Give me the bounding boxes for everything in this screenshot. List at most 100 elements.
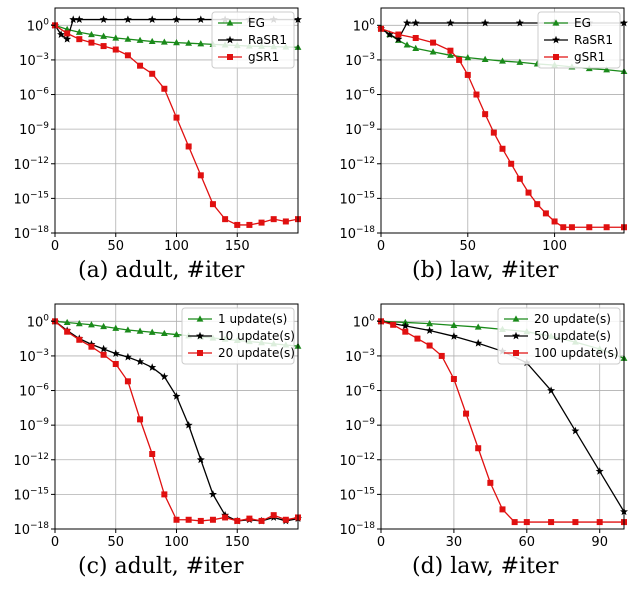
data-point (123, 15, 132, 23)
data-point (258, 219, 265, 226)
data-point (450, 376, 457, 382)
legend-entry: 20 update(s) (504, 312, 611, 326)
data-point (99, 15, 108, 23)
data-point (534, 201, 541, 208)
data-point (508, 160, 515, 167)
legend-marker (226, 19, 234, 26)
data-point (137, 62, 144, 69)
data-point (464, 71, 471, 78)
data-point (282, 218, 289, 225)
legend-entry: EG (218, 16, 265, 30)
data-point (208, 490, 217, 498)
legend-label: 20 update(s) (218, 346, 295, 360)
data-point (173, 330, 180, 338)
data-point (258, 517, 265, 524)
x-tick-label: 0 (377, 535, 385, 550)
legend-marker (227, 54, 233, 60)
data-point (148, 15, 157, 23)
legend-marker (197, 350, 203, 356)
legend: EG RaSR1 gSR1 (537, 11, 621, 69)
data-point (124, 326, 132, 333)
data-point (270, 512, 277, 519)
legend-entry: EG (544, 16, 591, 30)
data-point (88, 30, 95, 38)
data-point (222, 216, 229, 223)
data-point (282, 516, 289, 523)
y-tick-label: 10−6 (345, 87, 375, 104)
data-point (463, 410, 470, 417)
data-point (100, 43, 107, 50)
y-tick-label: 10−15 (13, 190, 49, 207)
data-point (390, 321, 397, 328)
data-point (395, 31, 402, 38)
y-tick-label: 10−18 (339, 225, 375, 242)
y-tick-label: 10−18 (13, 521, 49, 538)
legend-label: 10 update(s) (218, 329, 295, 343)
data-point (196, 15, 205, 23)
legend-entry: gSR1 (218, 50, 279, 64)
y-tick-label: 10−6 (19, 383, 49, 400)
data-point (209, 516, 216, 523)
data-point (426, 342, 433, 349)
data-point (438, 352, 445, 359)
legend-label: RaSR1 (248, 33, 287, 47)
data-point (184, 420, 193, 429)
y-tick-label: 10−12 (339, 452, 375, 469)
y-tick-label: 10−15 (339, 486, 375, 503)
panel-c: 0 50 100 150 100 10−3 10−6 10−9 10−12 10−15 10−18 1… (13, 303, 302, 550)
y-tick-label: 10−12 (13, 156, 49, 173)
data-point (63, 34, 72, 43)
legend-marker (196, 315, 204, 322)
y-tick-label: 10−3 (19, 52, 49, 69)
legend-label: 100 update(s) (534, 346, 619, 360)
data-point (161, 85, 168, 92)
legend-marker (553, 54, 559, 60)
legend: 20 update(s) 50 update(s) 100 update(s) (497, 307, 621, 365)
data-point (136, 327, 144, 334)
data-point (403, 41, 411, 48)
data-point (572, 519, 579, 526)
legend: EG RaSR1 gSR1 (211, 11, 295, 69)
x-tick-label: 100 (542, 239, 567, 254)
legend-label: 50 update(s) (534, 329, 611, 343)
y-tick-label: 100 (353, 313, 376, 330)
y-tick-label: 10−6 (19, 87, 49, 104)
data-point (185, 39, 193, 46)
data-point (123, 352, 132, 361)
x-tick-label: 100 (164, 239, 189, 254)
legend-marker (196, 331, 204, 340)
legend-marker (552, 19, 560, 26)
data-point (474, 323, 482, 330)
data-point (234, 517, 241, 524)
data-point (222, 514, 229, 521)
y-tick-label: 10−12 (13, 452, 49, 469)
x-tick-label: 0 (377, 239, 385, 254)
data-point (63, 318, 71, 326)
legend-label: EG (574, 16, 591, 30)
data-point (172, 392, 181, 400)
panel-b: 0 50 100 100 10−3 10−6 10−9 10−12 10−15 10−18 EG Ra… (339, 7, 628, 254)
legend-label: EG (248, 16, 265, 30)
data-point (124, 52, 131, 59)
data-point (551, 218, 558, 225)
y-tick-label: 10−3 (345, 52, 375, 69)
y-tick-label: 10−9 (345, 121, 375, 138)
data-point (64, 30, 71, 37)
data-point (411, 18, 420, 27)
data-point (173, 39, 180, 46)
y-tick-label: 10−3 (19, 348, 49, 365)
data-point (99, 344, 108, 353)
x-tick-label: 100 (164, 535, 189, 550)
legend-label: gSR1 (574, 50, 605, 64)
data-point (596, 519, 603, 526)
x-tick-label: 50 (107, 535, 124, 550)
data-point (172, 15, 181, 23)
data-point (100, 322, 107, 330)
data-point (88, 343, 95, 350)
data-point (446, 18, 455, 27)
legend-entry: 1 update(s) (188, 312, 287, 326)
axes-frame (380, 303, 625, 530)
data-point (516, 175, 523, 182)
